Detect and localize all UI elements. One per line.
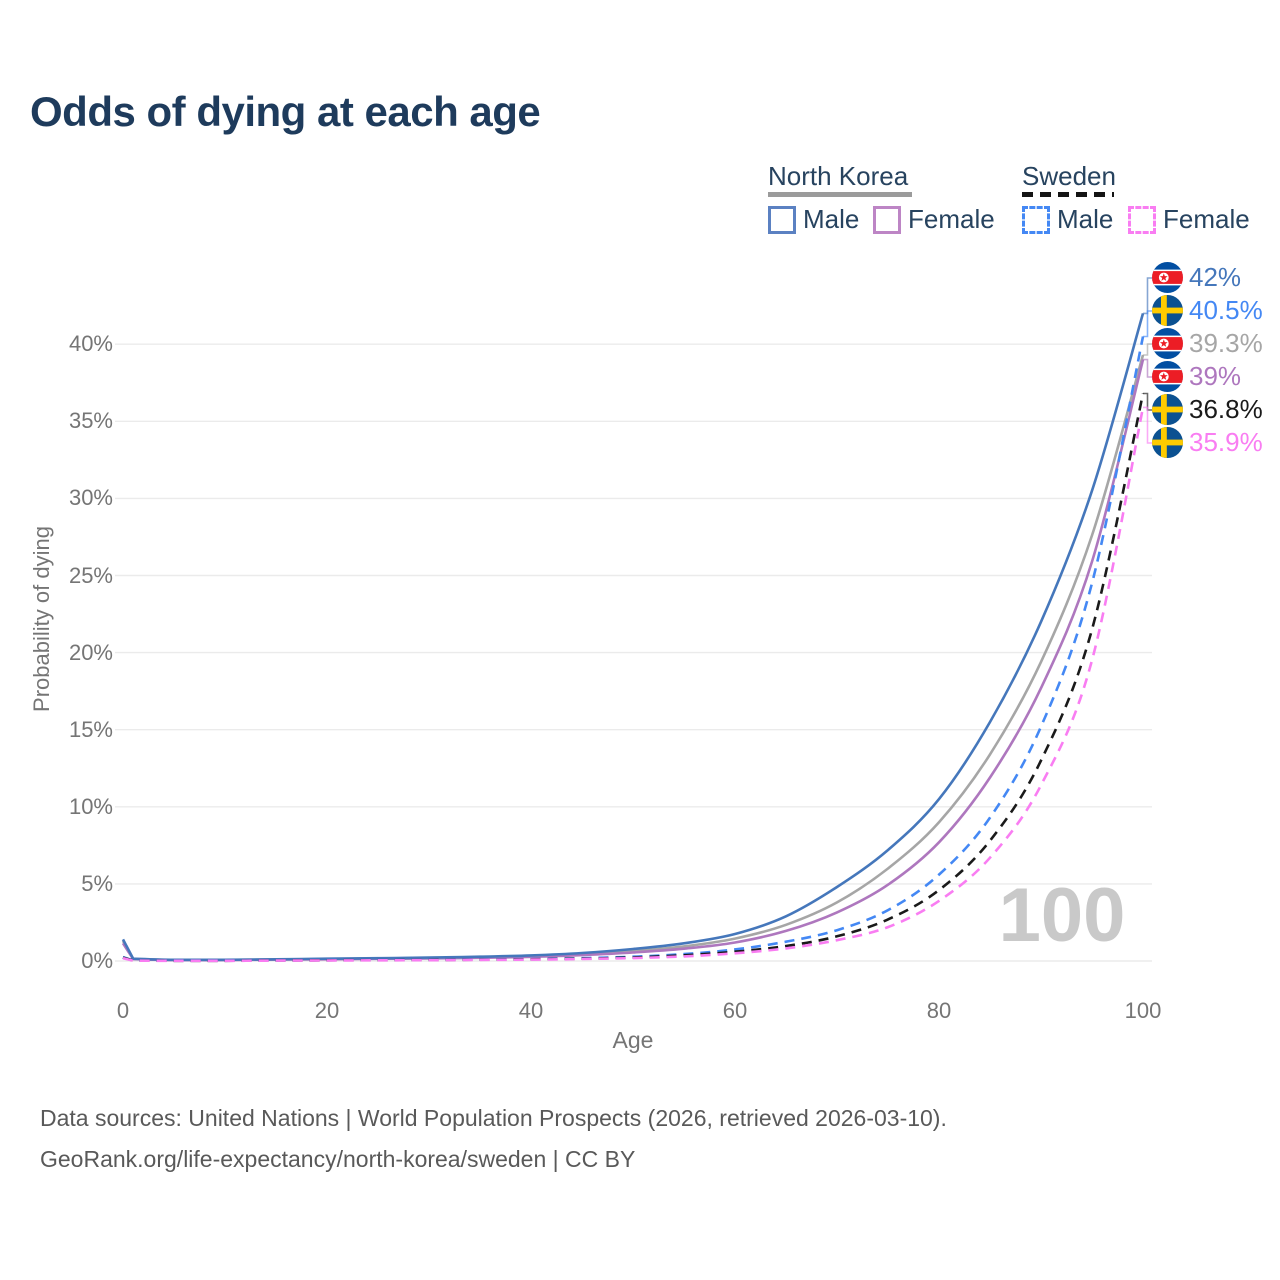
legend-item-label: Male — [803, 204, 860, 234]
end-label-connector — [1143, 392, 1152, 411]
end-label-sweden-female: 35.9% — [1152, 427, 1263, 458]
end-label-value: 36.8% — [1189, 394, 1263, 424]
end-label-value: 40.5% — [1189, 295, 1263, 325]
north-korea-flag-icon — [1152, 328, 1183, 359]
end-label-connector — [1143, 310, 1152, 338]
legend-group-north-korea-header[interactable]: North Korea — [768, 161, 909, 191]
y-tick-label: 20% — [68, 639, 113, 665]
north-korea-solid-line-key — [768, 192, 912, 197]
y-tick-label: 40% — [68, 331, 113, 357]
page-title: Odds of dying at each age — [30, 88, 541, 135]
north-korea-flag-icon — [1152, 361, 1183, 392]
legend-item-label: Female — [1163, 204, 1250, 234]
end-label-north-korea-both-sexes-: 39.3% — [1152, 328, 1263, 359]
y-tick-label: 5% — [81, 870, 113, 896]
end-label-sweden-both-sexes-: 36.8% — [1152, 394, 1263, 425]
end-label-value: 39.3% — [1189, 328, 1263, 358]
end-label-connector — [1143, 406, 1152, 444]
y-tick-label: 35% — [68, 408, 113, 434]
sweden-flag-icon — [1152, 427, 1183, 458]
sweden-male-swatch-icon — [1022, 205, 1050, 234]
end-label-connector — [1143, 358, 1152, 378]
north-korea-male-swatch-icon — [768, 205, 796, 234]
series-line-north-korea-both-sexes- — [121, 354, 1145, 962]
legend-group-sweden-header[interactable]: Sweden — [1022, 161, 1116, 191]
x-tick-label: 100 — [1124, 998, 1162, 1023]
sweden-flag-icon — [1152, 295, 1183, 326]
x-axis-title: Age — [612, 1027, 654, 1053]
x-tick-label: 0 — [116, 998, 130, 1023]
chart-plot-area: 100 — [115, 277, 1152, 963]
end-label-connector — [1143, 343, 1152, 356]
series-line-sweden-female — [122, 407, 1145, 963]
series-line-sweden-both-sexes- — [122, 393, 1145, 963]
legend-item-sweden-male[interactable]: Male — [1022, 204, 1113, 235]
georank-attribution-link[interactable]: GeoRank.org/life-expectancy/north-korea/… — [40, 1146, 636, 1172]
end-label-value: 39% — [1189, 361, 1242, 391]
legend-item-sweden-female[interactable]: Female — [1128, 204, 1250, 235]
y-tick-label: 30% — [68, 485, 113, 511]
end-label-value: 35.9% — [1189, 427, 1263, 457]
age-counter-watermark: 100 — [999, 873, 1126, 958]
data-sources-text: Data sources: United Nations | World Pop… — [40, 1105, 947, 1131]
sweden-dashed-line-key — [1022, 192, 1114, 197]
north-korea-female-swatch-icon — [873, 205, 901, 234]
legend-item-label: Female — [908, 204, 995, 234]
x-tick-label: 80 — [926, 998, 952, 1023]
end-label-north-korea-male: 42% — [1152, 262, 1241, 293]
sweden-female-swatch-icon — [1128, 205, 1156, 234]
y-tick-label: 0% — [81, 948, 113, 973]
x-tick-label: 60 — [722, 998, 748, 1023]
series-line-north-korea-female — [121, 359, 1145, 962]
y-tick-label: 25% — [68, 562, 113, 588]
legend-item-north-korea-male[interactable]: Male — [768, 204, 859, 235]
legend-item-north-korea-female[interactable]: Female — [873, 204, 995, 235]
x-tick-label: 20 — [314, 998, 340, 1023]
x-tick-label: 40 — [518, 998, 544, 1023]
end-label-sweden-male: 40.5% — [1152, 295, 1263, 326]
footer: Data sources: United Nations | World Pop… — [40, 1098, 947, 1180]
series-line-sweden-male — [122, 336, 1145, 963]
y-tick-label: 10% — [68, 793, 113, 819]
end-label-connector — [1143, 277, 1152, 315]
sweden-flag-icon — [1152, 394, 1183, 425]
legend-item-label: Male — [1057, 204, 1114, 234]
north-korea-flag-icon — [1152, 262, 1183, 293]
y-tick-label: 15% — [68, 716, 113, 742]
end-label-value: 42% — [1189, 262, 1242, 292]
series-line-north-korea-male — [121, 313, 1145, 962]
end-label-north-korea-female: 39% — [1152, 361, 1241, 392]
